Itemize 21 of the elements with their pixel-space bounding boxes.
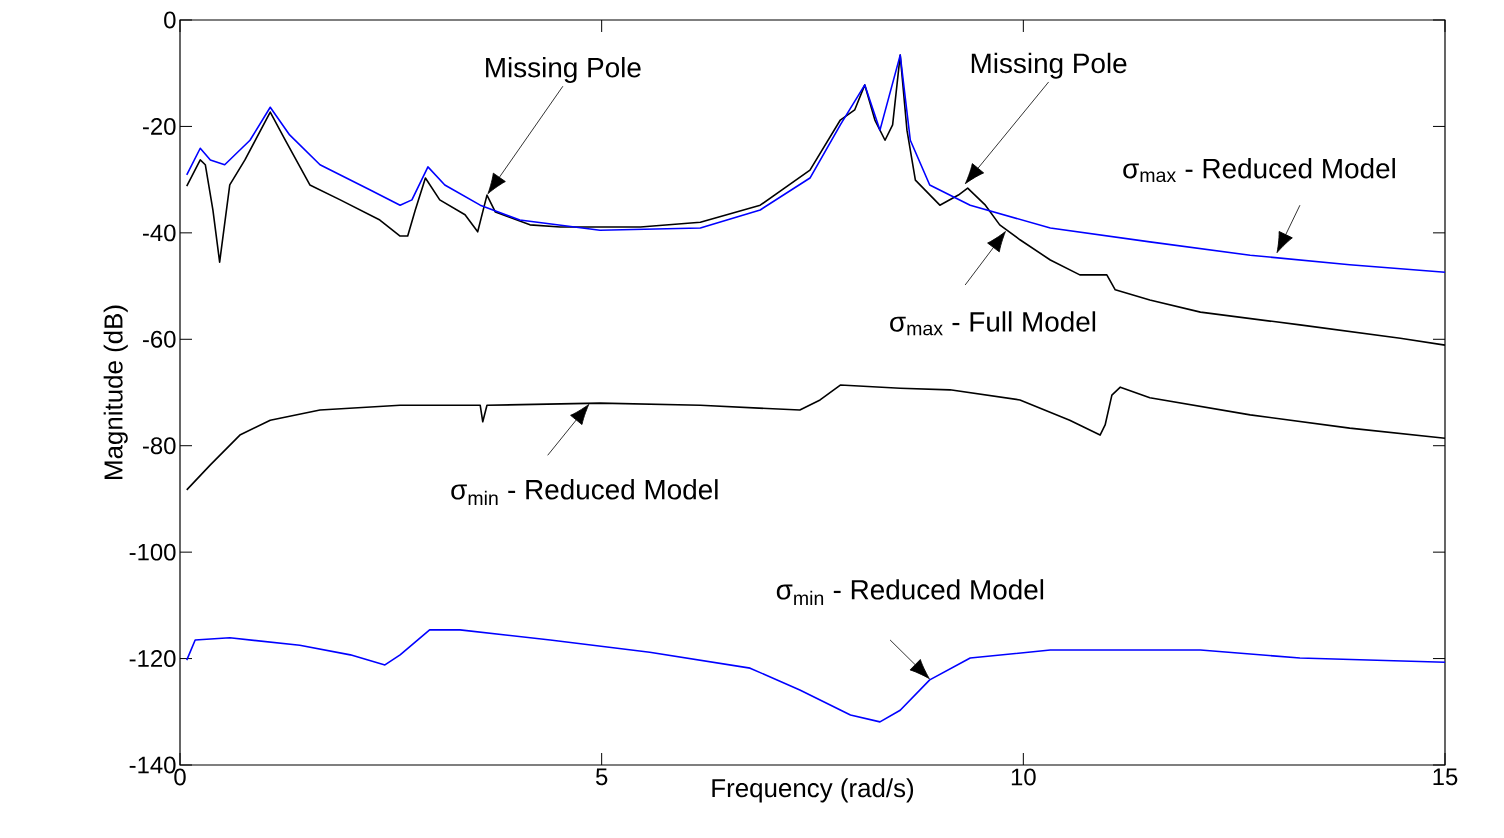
x-tick-label: 5 [595, 768, 608, 786]
y-tick-label: -100 [129, 543, 176, 561]
annotation: σ$_{min}$ - Reduced Model [776, 579, 1044, 605]
annotation: σ$_{max}$ - Full Model [890, 311, 1096, 336]
x-tick-label: 10 [1011, 768, 1036, 786]
y-tick-label: -20 [142, 117, 176, 135]
annotation: σ$_{min}$ - Reduced Model [451, 479, 718, 505]
y-tick-label: -40 [142, 224, 176, 242]
annotation: Missing Pole [971, 52, 1127, 79]
y-tick-label: -60 [142, 330, 176, 348]
y-tick-label: -140 [129, 756, 176, 774]
y-tick-label: -80 [142, 437, 176, 455]
line-series [185, 54, 1446, 274]
y-tick-label: -120 [129, 650, 176, 668]
x-axis-title: Frequency (rad/s) [712, 778, 914, 803]
y-tick-label: 0 [164, 11, 176, 29]
x-tick-label: 15 [1433, 768, 1458, 786]
y-axis-title: Magnitude (dB) [103, 305, 128, 479]
annotation: Missing Pole [486, 57, 641, 84]
line-series [185, 629, 1446, 723]
annotation: σ$_{max}$ - Reduced Model [1123, 158, 1395, 183]
